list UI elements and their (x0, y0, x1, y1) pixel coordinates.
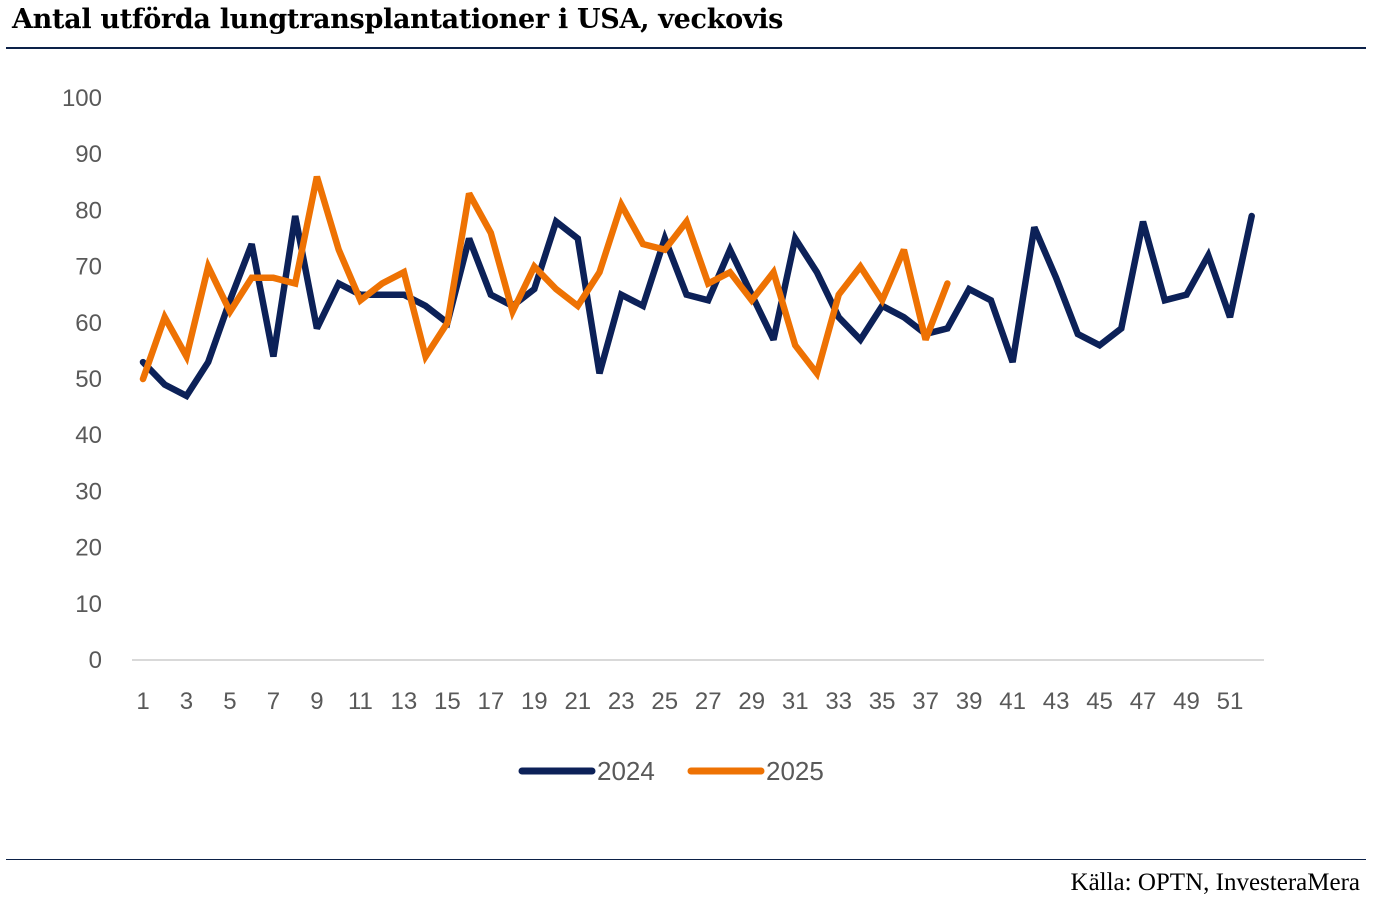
x-tick-label: 31 (782, 688, 809, 715)
y-tick-label: 60 (75, 310, 102, 337)
x-tick-label: 25 (651, 688, 678, 715)
legend: 2024 2025 (518, 756, 824, 786)
y-axis-ticks: 0 10 20 30 40 50 60 70 80 90 100 (62, 85, 102, 674)
x-tick-label: 45 (1086, 688, 1113, 715)
y-tick-label: 40 (75, 422, 102, 449)
series-line-2024 (139, 212, 1255, 401)
x-tick-label: 47 (1130, 688, 1157, 715)
y-tick-label: 20 (75, 535, 102, 562)
x-tick-label: 29 (738, 688, 765, 715)
footer-divider (6, 859, 1366, 860)
x-tick-label: 1 (136, 688, 149, 715)
x-tick-label: 9 (310, 688, 323, 715)
y-tick-label: 30 (75, 478, 102, 505)
y-tick-label: 50 (75, 366, 102, 393)
legend-label: 2024 (597, 756, 655, 786)
y-tick-label: 80 (75, 197, 102, 224)
y-tick-label: 70 (75, 254, 102, 281)
x-tick-label: 33 (825, 688, 852, 715)
y-tick-label: 0 (89, 647, 102, 674)
x-axis-ticks: 1 3 5 7 9 11 13 15 17 19 21 23 25 27 29 31 33 35 37 39 41 43 4… (136, 688, 1243, 715)
legend-item-2025: 2025 (687, 756, 824, 786)
x-tick-label: 51 (1217, 688, 1244, 715)
x-tick-label: 15 (434, 688, 461, 715)
x-tick-label: 11 (348, 688, 373, 715)
x-tick-label: 49 (1173, 688, 1200, 715)
x-tick-label: 37 (912, 688, 939, 715)
series-line-2025 (139, 175, 951, 383)
x-tick-label: 3 (180, 688, 193, 715)
x-tick-label: 35 (869, 688, 896, 715)
x-tick-label: 41 (999, 688, 1026, 715)
chart-title: Antal utförda lungtransplantationer i US… (12, 4, 784, 35)
x-tick-label: 21 (564, 688, 591, 715)
x-tick-label: 7 (267, 688, 280, 715)
x-tick-label: 27 (695, 688, 722, 715)
x-tick-label: 5 (223, 688, 236, 715)
x-tick-label: 23 (608, 688, 635, 715)
x-tick-label: 19 (521, 688, 548, 715)
y-tick-label: 10 (75, 591, 102, 618)
legend-item-2024: 2024 (518, 756, 655, 786)
y-tick-label: 100 (62, 85, 102, 112)
title-divider (6, 47, 1366, 49)
x-tick-label: 39 (956, 688, 983, 715)
x-tick-label: 43 (1043, 688, 1070, 715)
x-tick-label: 17 (477, 688, 504, 715)
x-tick-label: 13 (391, 688, 418, 715)
legend-label: 2025 (766, 756, 824, 786)
y-tick-label: 90 (75, 141, 102, 168)
source-note: Källa: OPTN, InvesteraMera (1070, 869, 1360, 896)
series-lines (139, 175, 1255, 401)
